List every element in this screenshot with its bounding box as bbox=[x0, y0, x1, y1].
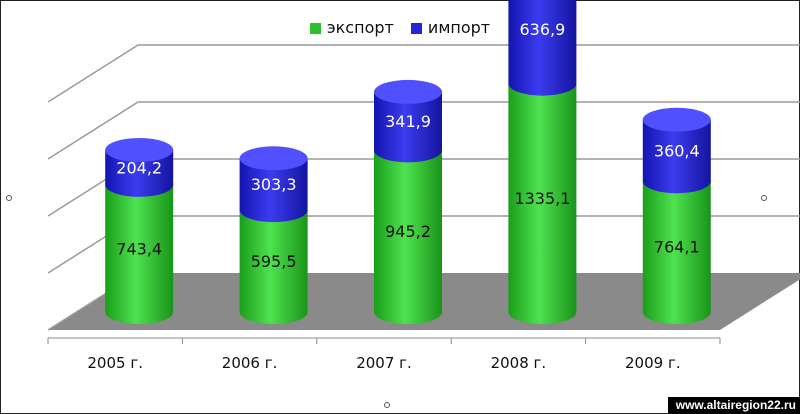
gridline-depth bbox=[47, 101, 139, 160]
data-label-import: 204,2 bbox=[116, 158, 162, 177]
data-label-export: 743,4 bbox=[116, 239, 162, 258]
data-label-import: 360,4 bbox=[654, 142, 700, 161]
data-label-import: 303,3 bbox=[251, 175, 297, 194]
data-label-export: 945,2 bbox=[385, 222, 431, 241]
bar-import bbox=[239, 158, 308, 223]
legend-swatch-import bbox=[410, 23, 422, 34]
legend-swatch-export bbox=[309, 23, 321, 34]
x-tick-label: 2005 г. bbox=[87, 354, 143, 372]
bar-cap-import bbox=[374, 79, 442, 104]
bar-export bbox=[374, 150, 442, 324]
legend-item-export: экспорт bbox=[309, 18, 394, 37]
gridline-depth bbox=[47, 44, 139, 103]
x-tick-label: 2007 г. bbox=[356, 354, 412, 372]
bar-import bbox=[642, 119, 711, 194]
selection-handle-right[interactable] bbox=[761, 195, 767, 201]
selection-handle-left[interactable] bbox=[6, 195, 12, 201]
data-label-export: 595,5 bbox=[251, 252, 297, 271]
x-tick-label: 2006 г. bbox=[222, 354, 278, 372]
data-label-import: 341,9 bbox=[385, 112, 431, 131]
bar-export bbox=[239, 210, 308, 324]
bar-export bbox=[508, 83, 577, 324]
watermark: www.altairegion22.ru bbox=[667, 397, 800, 414]
data-label-export: 764,1 bbox=[654, 238, 700, 257]
data-label-export: 1335,1 bbox=[514, 189, 570, 208]
selection-handle-bottom[interactable] bbox=[384, 402, 390, 408]
x-tick-label: 2009 г. bbox=[625, 354, 681, 372]
data-label-import: 636,9 bbox=[519, 20, 565, 39]
bar-import bbox=[374, 91, 442, 163]
bar-cap-import bbox=[105, 137, 174, 162]
legend-item-import: импорт bbox=[410, 18, 491, 37]
bar-cap-import bbox=[239, 146, 308, 171]
bar-export bbox=[642, 181, 711, 324]
legend-label-import: импорт bbox=[427, 18, 491, 37]
legend-label-export: экспорт bbox=[326, 18, 394, 37]
x-tick-label: 2008 г. bbox=[491, 354, 547, 372]
bar-export bbox=[105, 184, 174, 324]
bar-cap-import bbox=[642, 107, 711, 132]
legend: экспорт импорт bbox=[0, 18, 800, 37]
bar-import bbox=[508, 0, 577, 96]
bar-import bbox=[105, 149, 174, 197]
